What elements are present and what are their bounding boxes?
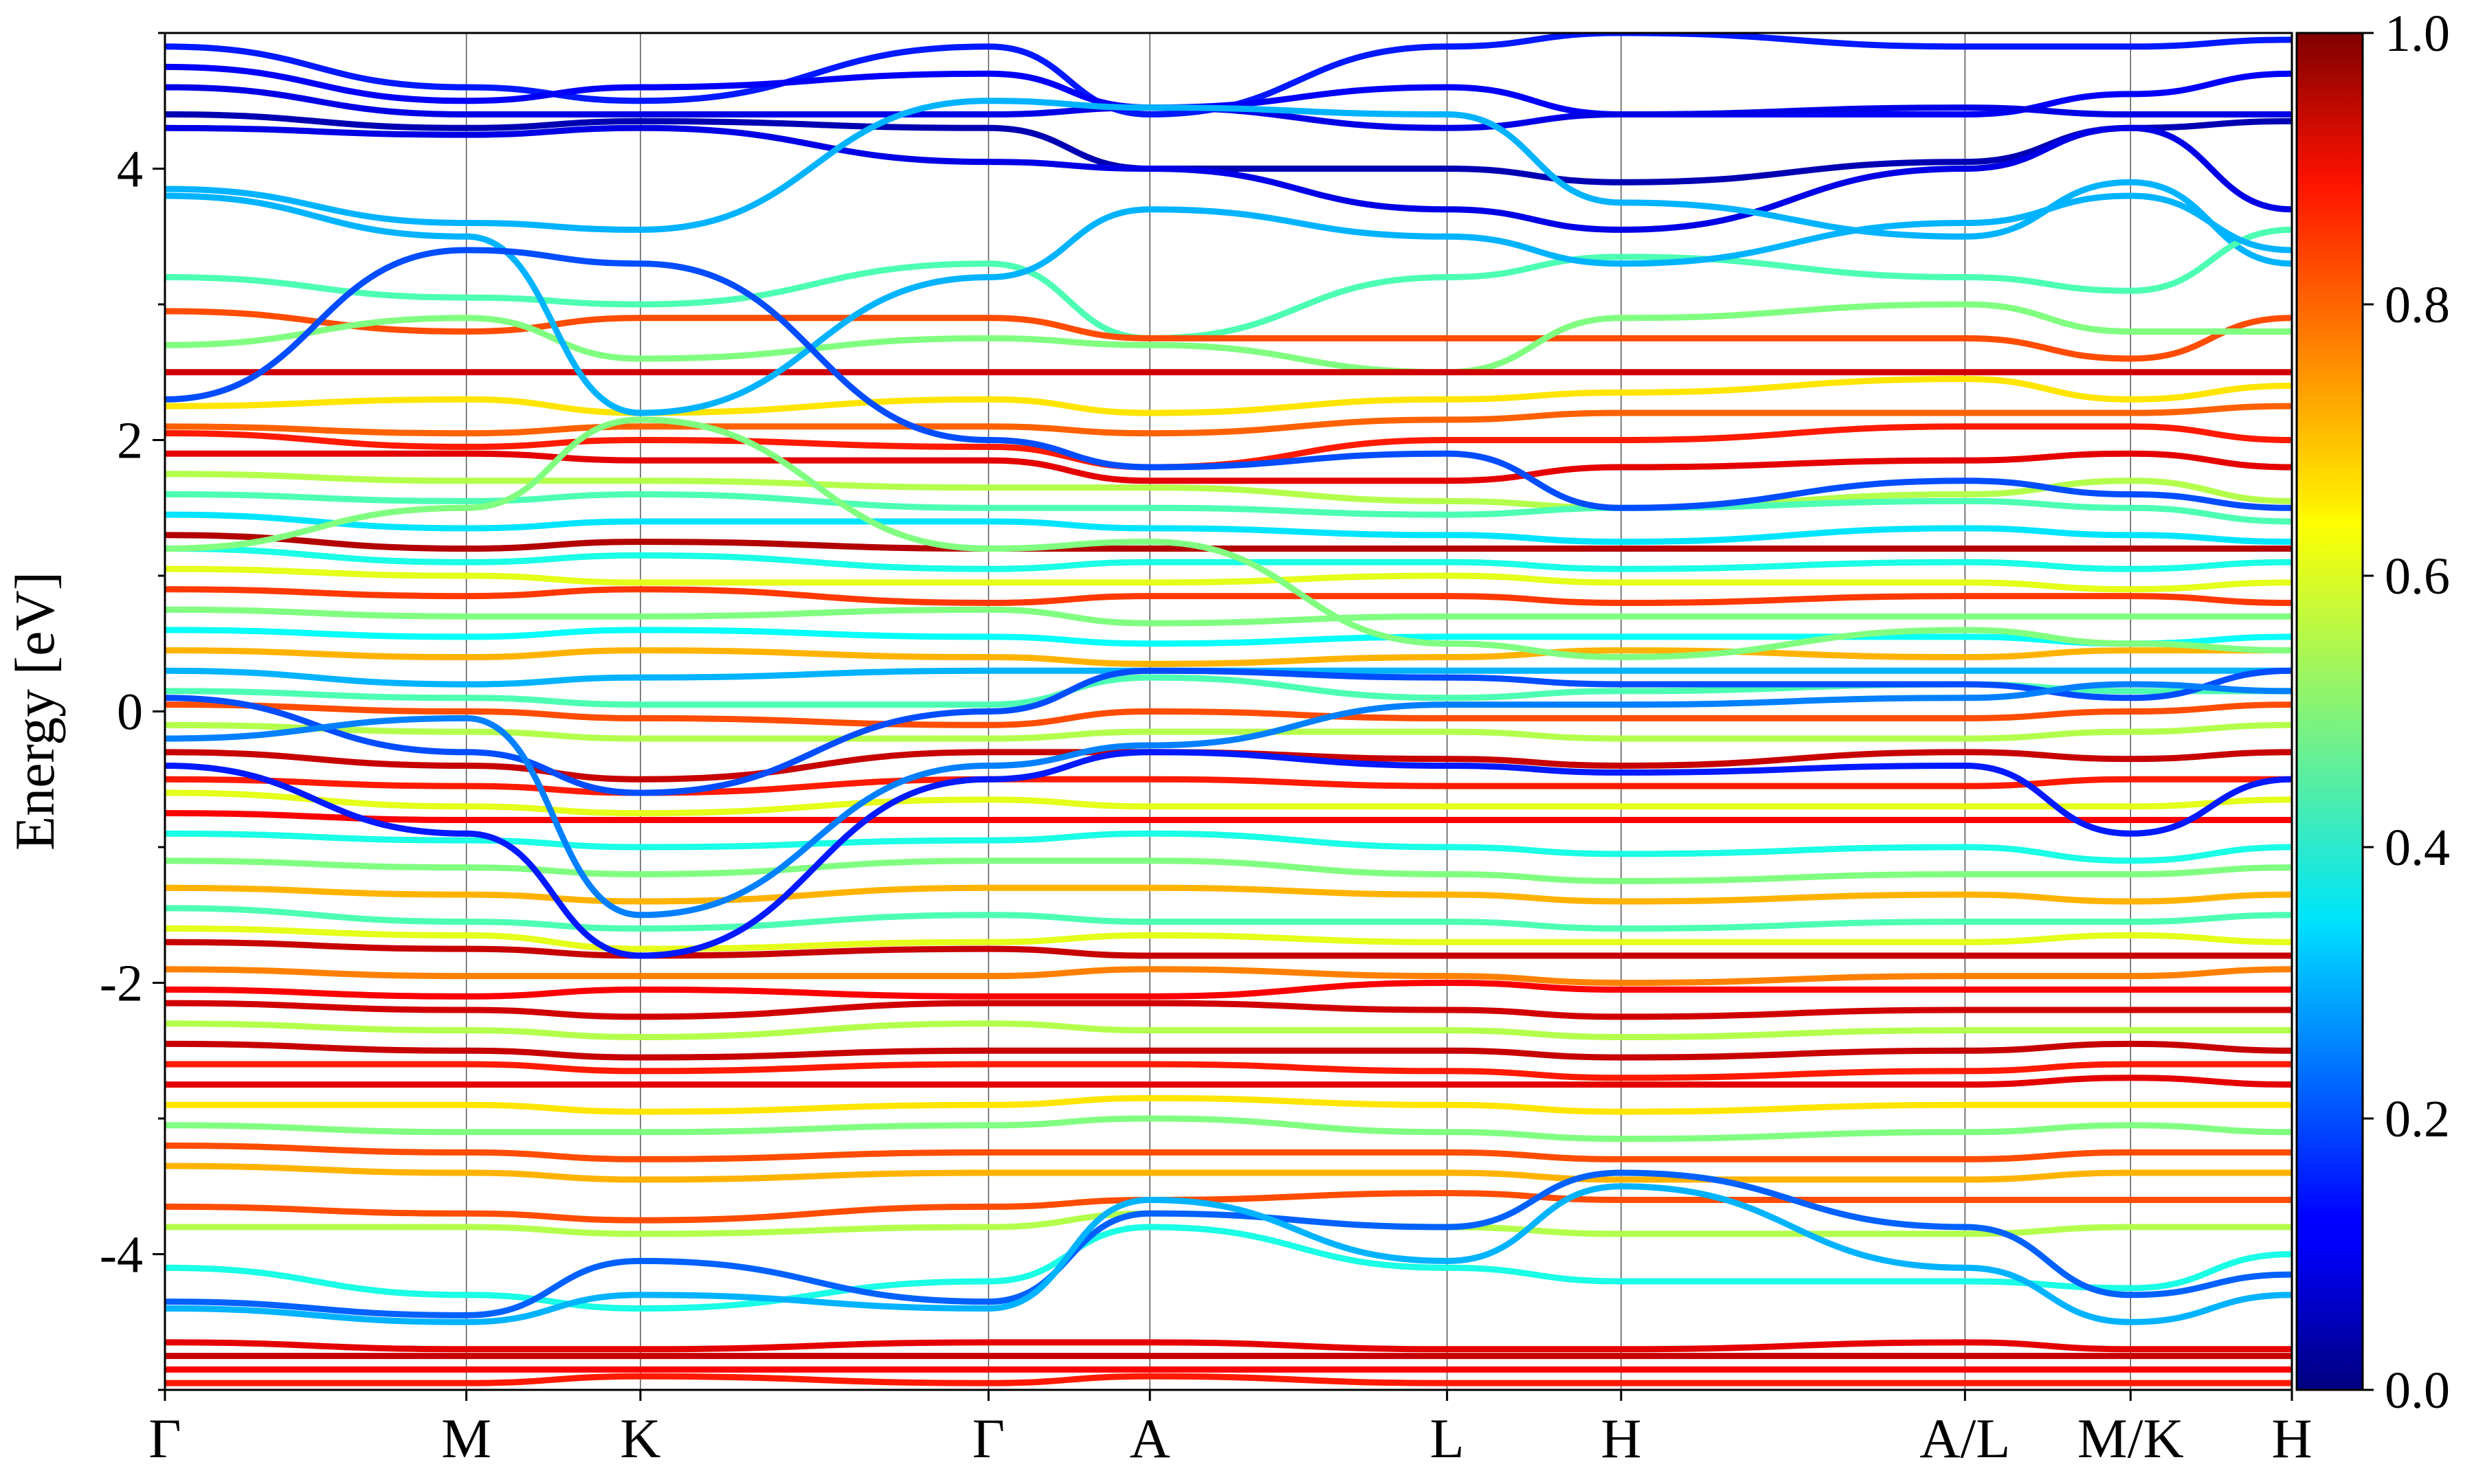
plot-area [164, 32, 2293, 1391]
colorbar: 0.0 0.2 0.4 0.6 0.8 1.0 [2295, 5, 2450, 1419]
band-line [165, 1094, 2292, 1115]
band-line [165, 450, 2292, 484]
band-line [165, 1075, 2292, 1088]
band-line [165, 810, 2292, 824]
band-line [165, 925, 2292, 952]
colorbar-tick-label: 0.6 [2385, 548, 2450, 605]
band-line [165, 1183, 2292, 1325]
x-tick-label: M [441, 1407, 491, 1470]
colorbar-tick-label: 0.0 [2385, 1362, 2450, 1419]
colorbar-gradient [2295, 32, 2364, 1391]
band-line [165, 606, 2292, 627]
band-line [165, 884, 2292, 905]
band-line [165, 403, 2292, 437]
band-line [165, 226, 2292, 341]
band-line [165, 905, 2292, 932]
x-tick-label: Γ [972, 1407, 1005, 1470]
band-line [165, 491, 2292, 525]
colorbar-tick-label: 0.8 [2385, 276, 2450, 334]
band-line [165, 1061, 2292, 1081]
x-tick-label: A/L [1919, 1407, 2010, 1470]
band-line [165, 1373, 2292, 1386]
x-tick-label: Γ [148, 1407, 181, 1470]
band-line [165, 423, 2292, 471]
band-line [165, 308, 2292, 362]
band-line [165, 681, 2292, 919]
band-line [165, 1115, 2292, 1143]
band-line [165, 416, 2292, 660]
band-line [165, 1190, 2292, 1224]
x-tick-label: L [1430, 1407, 1464, 1470]
y-tick-label: -4 [100, 1226, 143, 1284]
band-line [165, 376, 2292, 416]
band-line [165, 701, 2292, 728]
band-line [165, 124, 2292, 233]
band-line [165, 789, 2292, 817]
band-line [165, 301, 2292, 376]
band-line [165, 1020, 2292, 1040]
band-line [165, 938, 2292, 959]
band-line [165, 111, 2292, 186]
band-line [165, 1224, 2292, 1312]
band-line [165, 980, 2292, 1000]
band-line [165, 247, 2292, 511]
band-line [165, 1143, 2292, 1162]
y-tick-label: 2 [117, 412, 143, 470]
band-line [165, 532, 2292, 552]
x-tick-label: H [1601, 1407, 1641, 1470]
x-tick-label: A [1130, 1407, 1170, 1470]
band-line [165, 857, 2292, 884]
band-line [165, 647, 2292, 667]
y-axis-label: Energy [eV] [3, 572, 66, 851]
band-line [165, 586, 2292, 606]
colorbar-tick-label: 1.0 [2385, 5, 2450, 63]
band-line [165, 546, 2292, 572]
band-line [165, 1162, 2292, 1183]
band-lines [165, 33, 2292, 1386]
y-axis: -4 -2 0 2 4 [100, 32, 165, 1391]
band-line [165, 511, 2292, 546]
y-tick-label: 4 [117, 141, 143, 199]
band-line [165, 565, 2292, 593]
x-tick-label: M/K [2077, 1407, 2184, 1470]
y-tick-label: -2 [100, 955, 143, 1013]
band-line [165, 1339, 2292, 1353]
colorbar-tick-label: 0.4 [2385, 819, 2450, 877]
band-line [165, 1040, 2292, 1061]
band-line [165, 84, 2292, 131]
band-line [165, 1000, 2292, 1020]
y-tick-label: 0 [117, 684, 143, 741]
band-line [165, 966, 2292, 986]
band-line [165, 471, 2292, 511]
colorbar-tick-label: 0.2 [2385, 1090, 2450, 1148]
x-axis: Γ M K Γ A L H A/L M/K H [148, 1390, 2313, 1470]
colorbar-ticks: 0.0 0.2 0.4 0.6 0.8 1.0 [2363, 5, 2450, 1419]
band-line [165, 749, 2292, 959]
band-line [165, 627, 2292, 647]
band-line [165, 667, 2292, 796]
band-line [165, 98, 2292, 267]
x-tick-label: K [620, 1407, 660, 1470]
band-line [165, 830, 2292, 864]
x-tick-label: H [2271, 1407, 2312, 1470]
band-line [165, 192, 2292, 416]
